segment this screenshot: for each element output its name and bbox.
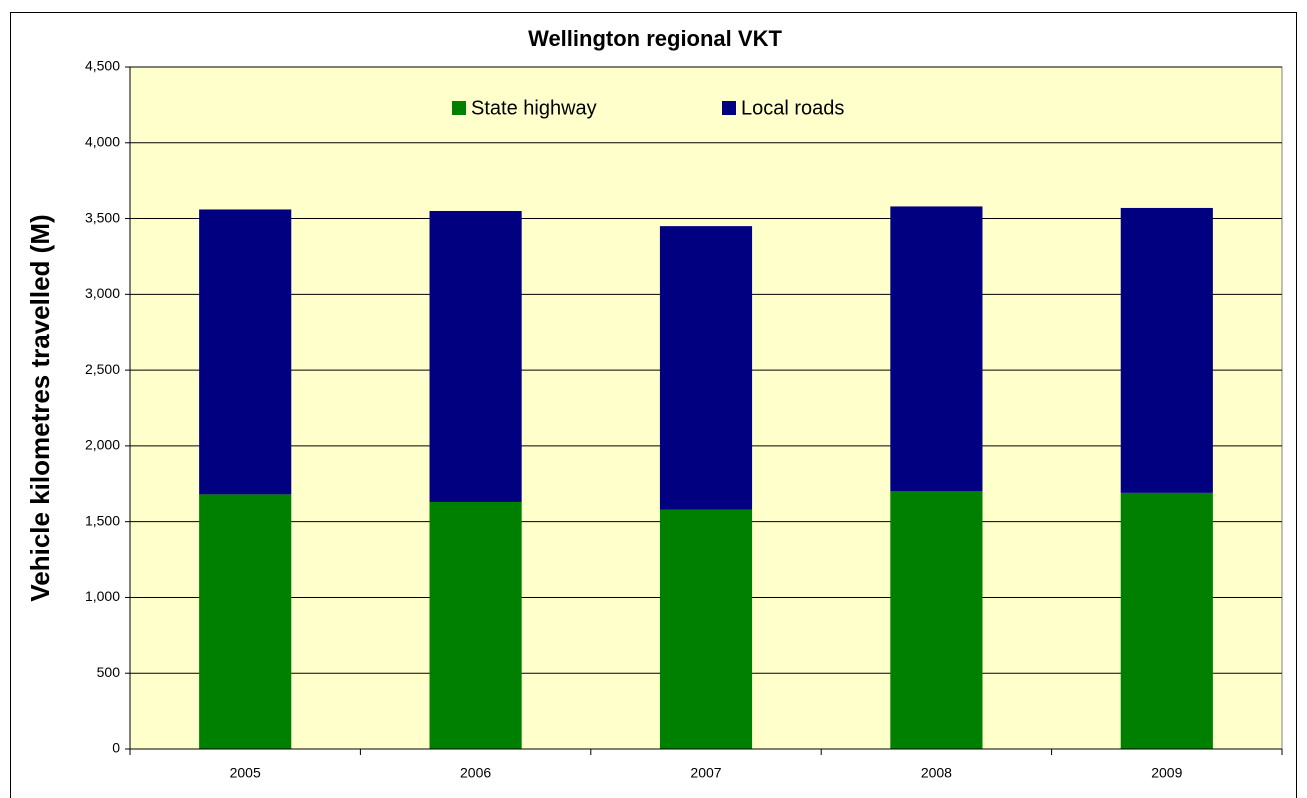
bar-segment (1120, 492, 1213, 749)
bar-segment (199, 494, 292, 749)
bar-segment (890, 491, 983, 749)
y-tick-label: 4,000 (85, 133, 120, 149)
y-tick-label: 3,500 (85, 209, 120, 225)
bar-segment (659, 509, 753, 749)
x-tick-label: 2008 (921, 765, 952, 781)
legend-swatch (722, 101, 736, 115)
y-tick-label: 2,500 (85, 361, 120, 377)
bar-segment (199, 209, 292, 495)
bar-segment (890, 206, 983, 492)
chart-title: Wellington regional VKT (528, 26, 782, 51)
x-tick-label: 2006 (460, 765, 491, 781)
bar-segment (429, 501, 522, 749)
x-tick-label: 2007 (690, 765, 721, 781)
legend-label: Local roads (741, 97, 844, 119)
x-tick-label: 2005 (230, 765, 261, 781)
y-tick-label: 3,000 (85, 285, 120, 301)
y-tick-label: 0 (112, 740, 120, 756)
legend-label: State highway (471, 97, 597, 119)
y-tick-label: 4,500 (85, 58, 120, 74)
y-tick-label: 500 (97, 664, 121, 680)
y-tick-label: 1,000 (85, 588, 120, 604)
bar-segment (429, 210, 522, 502)
y-tick-label: 2,000 (85, 437, 120, 453)
x-tick-label: 2009 (1151, 765, 1182, 781)
legend-swatch (452, 101, 466, 115)
bar-segment (1120, 207, 1213, 493)
bar-segment (659, 226, 753, 510)
y-axis-label: Vehicle kilometres travelled (M) (25, 214, 55, 601)
y-tick-label: 1,500 (85, 512, 120, 528)
